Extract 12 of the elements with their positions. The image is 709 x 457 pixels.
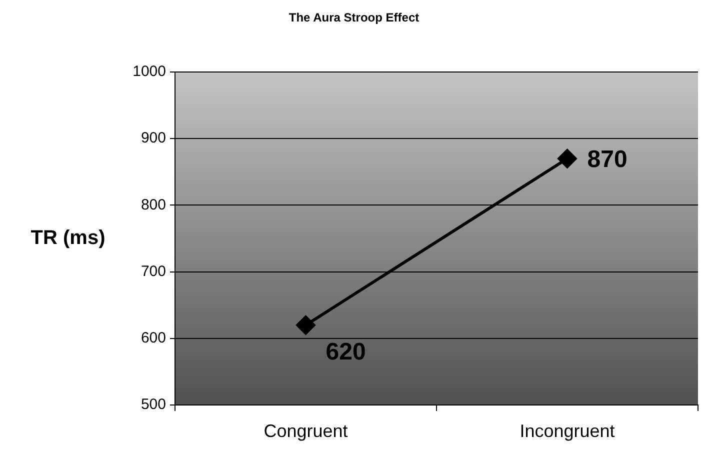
y-tick-label: 600 (140, 330, 166, 347)
y-tick-label: 500 (140, 396, 166, 414)
y-tick-label: 900 (140, 130, 166, 147)
y-tick-label: 700 (140, 262, 166, 280)
chart-title: The Aura Stroop Effect (288, 10, 420, 24)
y-axis-title: TR (ms) (30, 227, 106, 250)
y-tick-label: 1000 (132, 63, 166, 80)
data-label: 870 (587, 146, 628, 174)
y-tick-label: 800 (140, 196, 166, 214)
x-tick-label: Congruent (264, 420, 348, 441)
data-label: 620 (326, 338, 366, 366)
x-tick-label: Incongruent (520, 420, 615, 441)
